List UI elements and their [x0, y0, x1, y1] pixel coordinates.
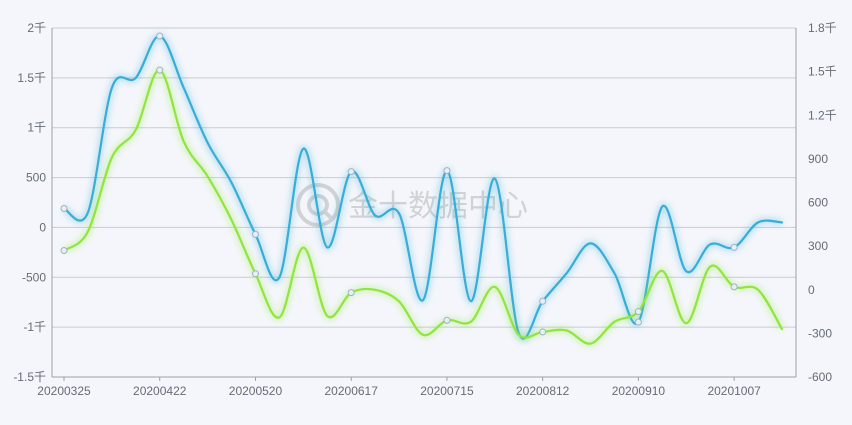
left-tick-label: 500	[26, 171, 46, 185]
right-tick-label: 300	[808, 239, 828, 253]
data-point-marker	[539, 328, 547, 336]
left-tick-label: -1千	[23, 320, 46, 334]
x-tick-label: 20200520	[229, 384, 283, 398]
x-tick-label: 20200325	[37, 384, 91, 398]
right-tick-label: -300	[808, 326, 832, 340]
series	[61, 32, 786, 348]
left-tick-label: -500	[22, 270, 46, 284]
data-point-marker	[60, 246, 68, 254]
right-tick-label: 1.2千	[808, 108, 837, 122]
data-point-marker	[251, 230, 259, 238]
x-tick-label: 20200422	[133, 384, 187, 398]
right-tick-label: 1.8千	[808, 21, 837, 35]
axes	[51, 28, 797, 381]
left-tick-label: 0	[39, 220, 46, 234]
data-point-marker	[156, 32, 164, 40]
data-point-marker	[251, 270, 259, 278]
data-point-marker	[156, 66, 164, 74]
x-tick-label: 20200617	[325, 384, 379, 398]
right-tick-label: -600	[808, 370, 832, 384]
x-tick-label: 20200715	[420, 384, 474, 398]
right-tick-label: 600	[808, 196, 828, 210]
right-tick-label: 900	[808, 152, 828, 166]
tick-labels: -1.5千 -1千 -500 0 500 1千 1.5千 2千 -600 -300 0 300 600 9…	[13, 21, 836, 398]
data-point-marker	[539, 297, 547, 305]
data-point-marker	[347, 168, 355, 176]
data-point-marker	[443, 316, 451, 324]
x-tick-label: 20200910	[612, 384, 666, 398]
data-point-marker	[60, 204, 68, 212]
left-tick-label: -1.5千	[13, 370, 46, 384]
data-point-marker	[443, 167, 451, 175]
data-point-marker	[634, 308, 642, 316]
left-tick-label: 1.5千	[17, 71, 46, 85]
data-point-marker	[634, 318, 642, 326]
right-tick-label: 1.5千	[808, 65, 837, 79]
left-tick-label: 2千	[27, 21, 46, 35]
data-point-marker	[347, 289, 355, 297]
data-point-marker	[730, 283, 738, 291]
x-tick-label: 20201007	[707, 384, 761, 398]
right-tick-label: 0	[808, 283, 815, 297]
left-tick-label: 1千	[27, 121, 46, 135]
watermark: 金十数据中心	[296, 183, 528, 227]
markers	[60, 32, 738, 336]
data-point-marker	[730, 243, 738, 251]
series-line-0	[62, 34, 784, 340]
series-line-1	[62, 69, 784, 345]
x-tick-label: 20200812	[516, 384, 570, 398]
